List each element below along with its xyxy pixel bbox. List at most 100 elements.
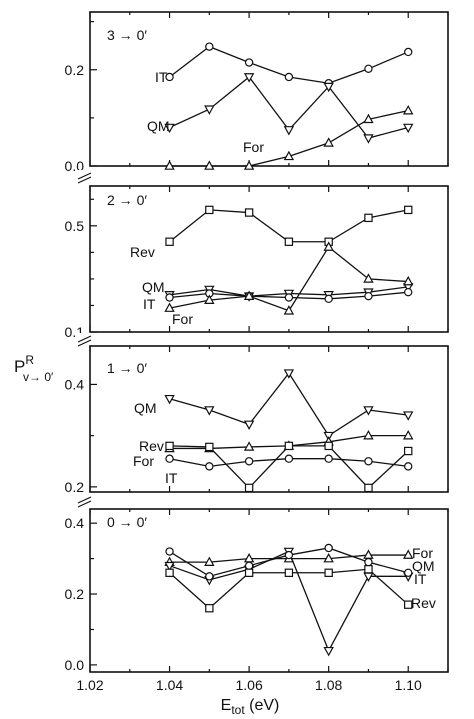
y-tick-label: 0.0	[65, 657, 85, 673]
data-point	[165, 237, 174, 246]
data-point	[403, 549, 414, 559]
data-point	[284, 550, 294, 560]
series-label: Rev	[411, 595, 436, 611]
data-point	[323, 552, 334, 563]
panel-title: 2 → 0′	[107, 192, 147, 208]
data-point	[364, 483, 373, 493]
data-point	[205, 572, 214, 581]
series-label: For	[133, 453, 154, 469]
axis-break-mark	[77, 500, 92, 508]
data-point	[404, 568, 413, 577]
data-point	[243, 441, 255, 451]
data-point	[403, 430, 414, 440]
axis-break-mark	[77, 496, 92, 504]
x-tick-label: 1.04	[156, 677, 183, 693]
x-tick-label: 1.08	[315, 677, 342, 693]
data-point	[165, 547, 174, 556]
data-point	[165, 441, 174, 451]
data-point	[204, 406, 215, 416]
data-point	[164, 123, 175, 134]
data-point	[403, 105, 414, 115]
data-point	[323, 82, 334, 93]
series-rev: Rev	[130, 205, 413, 260]
axis-break-mark	[77, 172, 92, 180]
data-point	[324, 294, 333, 304]
data-point	[205, 462, 214, 471]
x-tick-label: 1.10	[395, 677, 422, 693]
series-label: For	[243, 139, 264, 155]
series-qm: QM	[134, 369, 414, 442]
data-point	[404, 205, 413, 215]
data-point	[205, 42, 214, 51]
data-point	[243, 73, 255, 83]
data-point	[363, 134, 374, 144]
data-point	[323, 137, 334, 147]
series-label: IT	[165, 470, 178, 486]
data-point	[363, 273, 374, 283]
data-point	[364, 457, 373, 466]
series-label: Rev	[139, 438, 164, 454]
data-point	[244, 457, 254, 466]
series-for: For	[164, 545, 433, 566]
data-point	[324, 543, 333, 553]
y-axis-label-subscript: v→ 0′	[23, 370, 54, 384]
data-point	[283, 305, 295, 315]
data-point	[164, 394, 175, 405]
data-point	[205, 205, 214, 215]
series-label: For	[172, 311, 193, 327]
series-label: IT	[155, 69, 168, 85]
series-label: QM	[134, 400, 157, 416]
data-point	[164, 561, 175, 572]
axis-breaks	[76, 170, 92, 508]
data-point	[283, 369, 295, 379]
data-point	[403, 411, 414, 421]
data-point	[364, 565, 373, 574]
data-point	[204, 294, 215, 304]
data-point	[283, 150, 295, 161]
panel-frame	[89, 345, 449, 493]
x-tick-label: 1.06	[235, 677, 262, 693]
series-label: IT	[414, 571, 427, 587]
panel-frame	[89, 508, 449, 673]
x-axis: 1.02 1.04 1.06 1.08 1.10	[76, 677, 422, 693]
data-point	[243, 160, 255, 170]
series-label: IT	[143, 296, 156, 312]
data-point	[204, 556, 215, 566]
data-point	[364, 557, 373, 567]
series-for: For	[164, 105, 414, 170]
data-point	[364, 291, 373, 301]
y-tick-label: 0.4	[65, 515, 85, 531]
series-it: IT	[165, 543, 427, 587]
data-point	[404, 287, 413, 297]
series-it: IT	[165, 454, 413, 486]
y-axis-label: PR v→ 0′	[14, 353, 54, 384]
series-label: QM	[412, 558, 435, 574]
series-rev: Rev	[165, 565, 436, 613]
y-tick-label: 0.4	[65, 376, 85, 392]
data-point	[164, 302, 175, 312]
series-label: QM	[147, 118, 170, 134]
data-point	[323, 241, 334, 251]
data-point	[324, 441, 333, 451]
series-it: IT	[155, 42, 413, 88]
series-for: For	[133, 441, 413, 493]
data-point	[363, 406, 374, 416]
data-point	[244, 483, 254, 493]
data-point	[283, 126, 295, 136]
data-point	[204, 160, 215, 170]
y-tick-label: 0.2	[65, 62, 85, 78]
panel-title: 3 → 0′	[107, 27, 147, 43]
data-point	[165, 72, 174, 82]
data-point	[164, 160, 175, 170]
data-point	[244, 568, 254, 577]
data-point	[244, 561, 254, 570]
y-tick-label: 0.5	[65, 218, 85, 234]
data-point	[324, 568, 333, 577]
data-point	[243, 290, 255, 300]
data-point	[404, 47, 413, 57]
